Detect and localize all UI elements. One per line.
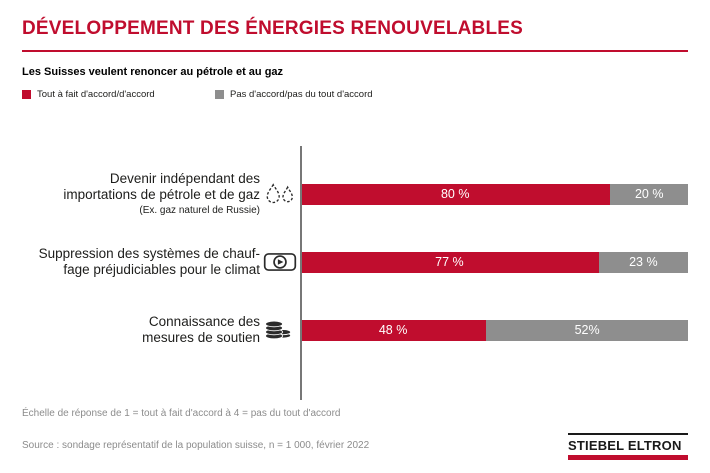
legend-swatch-disagree-icon: [215, 90, 224, 99]
category-label: Devenir indépendant des importations de …: [22, 171, 260, 217]
bar-segment-agree: 77 %: [300, 251, 599, 273]
value-label: 48 %: [378, 323, 408, 337]
source-note: Source : sondage représentatif de la pop…: [22, 440, 370, 451]
footer: Source : sondage représentatif de la pop…: [22, 433, 688, 460]
legend-label-agree: Tout à fait d'accord/d'accord: [37, 89, 155, 100]
category-label: Suppression des systèmes de chauf- fage …: [38, 245, 260, 277]
page-title: DÉVELOPPEMENT DES ÉNERGIES RENOUVELABLES: [22, 18, 524, 39]
bar-segment-disagree: 20 %: [610, 183, 688, 205]
value-label: 77 %: [435, 255, 464, 269]
title-divider: [22, 50, 688, 52]
legend-item-disagree: Pas d'accord/pas du tout d'accord: [215, 89, 373, 100]
category-label: Connaissance des mesures de soutien: [142, 313, 260, 345]
legend-label-disagree: Pas d'accord/pas du tout d'accord: [230, 89, 373, 100]
value-label: 80 %: [440, 187, 470, 201]
logo-text: STIEBEL ELTRON: [568, 438, 682, 453]
category-note: (Ex. gaz naturel de Russie): [139, 204, 260, 216]
bar-row-1: 80 % 20 %: [300, 183, 688, 205]
chart-row-petrole-gaz: Devenir indépendant des importations de …: [22, 160, 688, 228]
value-label: 52%: [574, 323, 600, 337]
chart-row-soutien: Connaissance des mesures de soutien 48 %: [22, 296, 688, 364]
bar-segment-agree: 48 %: [300, 319, 487, 341]
legend-swatch-agree-icon: [22, 90, 31, 99]
coins-icon: [260, 317, 300, 343]
legend-item-agree: Tout à fait d'accord/d'accord: [22, 89, 215, 100]
bar-segment-agree: 80 %: [300, 183, 611, 205]
stiebel-eltron-logo: STIEBEL ELTRON: [568, 433, 688, 460]
scale-note: Échelle de réponse de 1 = tout à fait d'…: [22, 408, 341, 419]
bar-row-3: 48 % 52%: [300, 319, 688, 341]
chart-subtitle: Les Suisses veulent renoncer au pétrole …: [22, 66, 284, 78]
infographic-page: DÉVELOPPEMENT DES ÉNERGIES RENOUVELABLES…: [22, 18, 688, 460]
value-label: 20 %: [634, 187, 664, 201]
legend: Tout à fait d'accord/d'accord Pas d'acco…: [22, 89, 688, 100]
chart-row-chauffage: Suppression des systèmes de chauf- fage …: [22, 228, 688, 296]
bar-segment-disagree: 23 %: [598, 251, 688, 273]
bar-row-2: 77 % 23 %: [300, 251, 688, 273]
heat-pump-icon: [260, 249, 300, 275]
logo-red-bar: [568, 455, 688, 460]
stacked-bar-chart: Devenir indépendant des importations de …: [22, 146, 688, 400]
value-label: 23 %: [629, 255, 658, 269]
bar-segment-disagree: 52%: [486, 319, 688, 341]
gas-drops-icon: [260, 181, 300, 207]
